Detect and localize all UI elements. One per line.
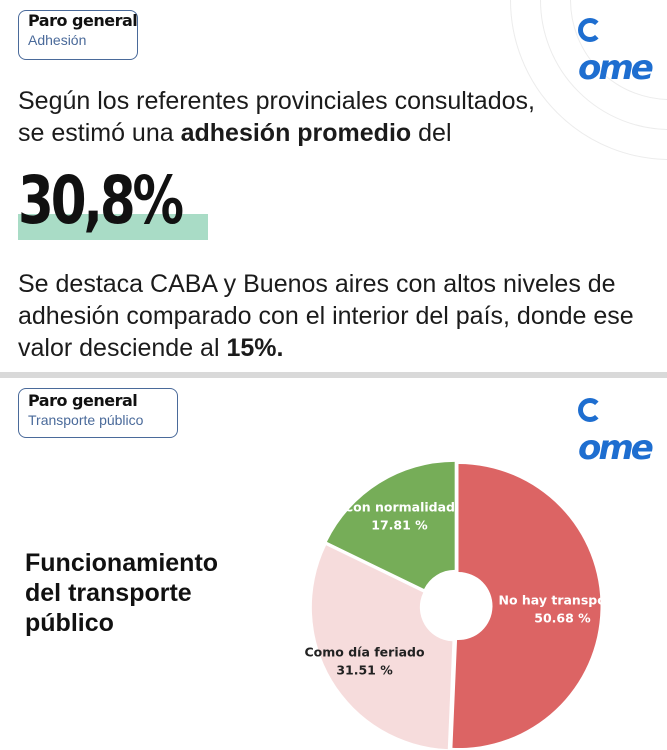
chart-subject: Funcionamiento del transporte público	[25, 548, 265, 638]
transport-card: Paro general Transporte público ome Func…	[0, 378, 667, 750]
logo-mark	[578, 398, 602, 422]
lead-text: Según los referentes provinciales consul…	[18, 85, 638, 149]
logo-text: ome	[578, 428, 654, 468]
slice-label: No hay transporte	[499, 592, 627, 607]
slice-value: 31.51 %	[336, 663, 393, 678]
donut-slice-no-hay-transporte	[452, 464, 601, 749]
subject-line1: Funcionamiento	[25, 549, 219, 577]
tag-subtitle: Adhesión	[28, 32, 87, 48]
transport-donut-chart: No hay transporte 50.68 % Como día feriado…	[305, 461, 627, 750]
tag-frame	[18, 10, 138, 60]
slice-label: Con normalidad	[344, 500, 455, 515]
stat-value: 30,8%	[18, 162, 184, 239]
foot-bold: 15%.	[226, 334, 284, 362]
tag-frame	[18, 388, 178, 438]
logo-mark	[578, 18, 602, 42]
donut-slice-con-normalidad	[326, 461, 455, 590]
section-tag: Paro general Transporte público	[28, 391, 143, 428]
came-logo: ome	[578, 8, 667, 88]
subject-line2: del transporte	[25, 579, 192, 607]
foot-text: Se destaca CABA y Buenos aires con altos…	[18, 268, 658, 364]
tag-title: Paro general	[28, 11, 138, 30]
slice-value: 17.81 %	[371, 518, 428, 533]
tag-title: Paro general	[28, 391, 138, 410]
slice-value: 50.68 %	[534, 610, 591, 625]
lead-part1: Según los referentes provinciales consul…	[18, 87, 535, 115]
lead-bold: adhesión promedio	[180, 119, 412, 147]
logo-text: ome	[578, 48, 654, 88]
donut-slice-como-d-a-feriado	[311, 545, 453, 750]
subject-line3: público	[25, 609, 114, 637]
lead-part3: del	[418, 119, 452, 147]
tag-subtitle: Transporte público	[28, 412, 144, 428]
came-logo: ome	[578, 388, 667, 468]
slice-label: Como día feriado	[305, 645, 425, 660]
adhesion-card: Paro general Adhesión ome Según los refe…	[0, 0, 667, 372]
stat-highlight	[18, 214, 208, 240]
lead-part2: se estimó una	[18, 119, 174, 147]
section-tag: Paro general Adhesión	[28, 11, 138, 48]
big-stat: 30,8%	[18, 162, 208, 242]
foot-part1: Se destaca CABA y Buenos aires con altos…	[18, 270, 634, 362]
